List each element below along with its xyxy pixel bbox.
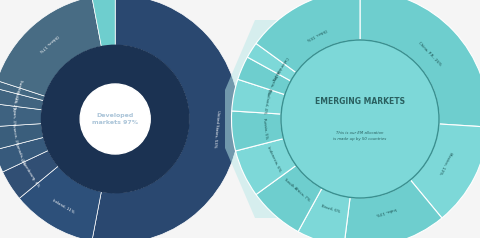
- Text: Developed
markets 97%: Developed markets 97%: [92, 113, 138, 125]
- Circle shape: [281, 40, 439, 198]
- Text: Emerging markets , 2.0%: Emerging markets , 2.0%: [249, 116, 318, 122]
- Text: United States, 53%: United States, 53%: [212, 110, 220, 147]
- Text: Other, 15%: Other, 15%: [306, 27, 328, 41]
- Wedge shape: [236, 139, 296, 194]
- Text: India, 13%: India, 13%: [376, 206, 397, 215]
- Text: Japan, 3%: Japan, 3%: [12, 106, 16, 126]
- Text: China, P.R., 26%: China, P.R., 26%: [417, 41, 442, 67]
- Text: Colombia, 2%: Colombia, 2%: [271, 55, 288, 81]
- Text: France, 3%: France, 3%: [12, 124, 19, 146]
- Text: Thailand, 4%: Thailand, 4%: [262, 88, 271, 114]
- Wedge shape: [0, 137, 48, 172]
- Wedge shape: [344, 180, 442, 238]
- Text: Other, 2%: Other, 2%: [12, 90, 20, 110]
- Text: Luxembourg, 4%: Luxembourg, 4%: [19, 158, 40, 188]
- Wedge shape: [0, 88, 44, 110]
- Polygon shape: [225, 20, 280, 218]
- Text: Indonesia, 6%: Indonesia, 6%: [266, 146, 282, 173]
- Wedge shape: [0, 124, 44, 150]
- Wedge shape: [2, 150, 59, 198]
- Wedge shape: [19, 166, 101, 238]
- Text: Sweden, 1%: Sweden, 1%: [12, 79, 23, 103]
- Circle shape: [80, 84, 150, 154]
- Wedge shape: [0, 80, 45, 101]
- Text: Brazil, 6%: Brazil, 6%: [321, 205, 340, 214]
- Wedge shape: [410, 124, 480, 218]
- Wedge shape: [232, 79, 285, 114]
- Text: Ireland, 11%: Ireland, 11%: [52, 198, 75, 214]
- Wedge shape: [360, 0, 480, 127]
- Wedge shape: [92, 0, 240, 238]
- Wedge shape: [231, 111, 284, 151]
- Wedge shape: [238, 57, 291, 94]
- Text: This is our EM allocation
is made up by 50 countries: This is our EM allocation is made up by …: [334, 131, 386, 141]
- Wedge shape: [298, 188, 350, 238]
- Text: Canada, 3%: Canada, 3%: [14, 142, 26, 165]
- Wedge shape: [0, 0, 101, 96]
- Wedge shape: [256, 0, 360, 73]
- Wedge shape: [92, 0, 115, 47]
- Text: EMERGING MARKETS: EMERGING MARKETS: [315, 97, 405, 106]
- Wedge shape: [0, 103, 42, 127]
- Wedge shape: [256, 165, 322, 232]
- Circle shape: [41, 45, 189, 193]
- Text: South Africa, 7%: South Africa, 7%: [284, 178, 311, 203]
- Text: Russia, 5%: Russia, 5%: [262, 117, 268, 139]
- Text: Malaysia, 3%: Malaysia, 3%: [266, 69, 279, 94]
- Text: Others, 17%: Others, 17%: [38, 33, 59, 53]
- Text: Mexico, 13%: Mexico, 13%: [437, 150, 452, 174]
- Wedge shape: [247, 44, 296, 81]
